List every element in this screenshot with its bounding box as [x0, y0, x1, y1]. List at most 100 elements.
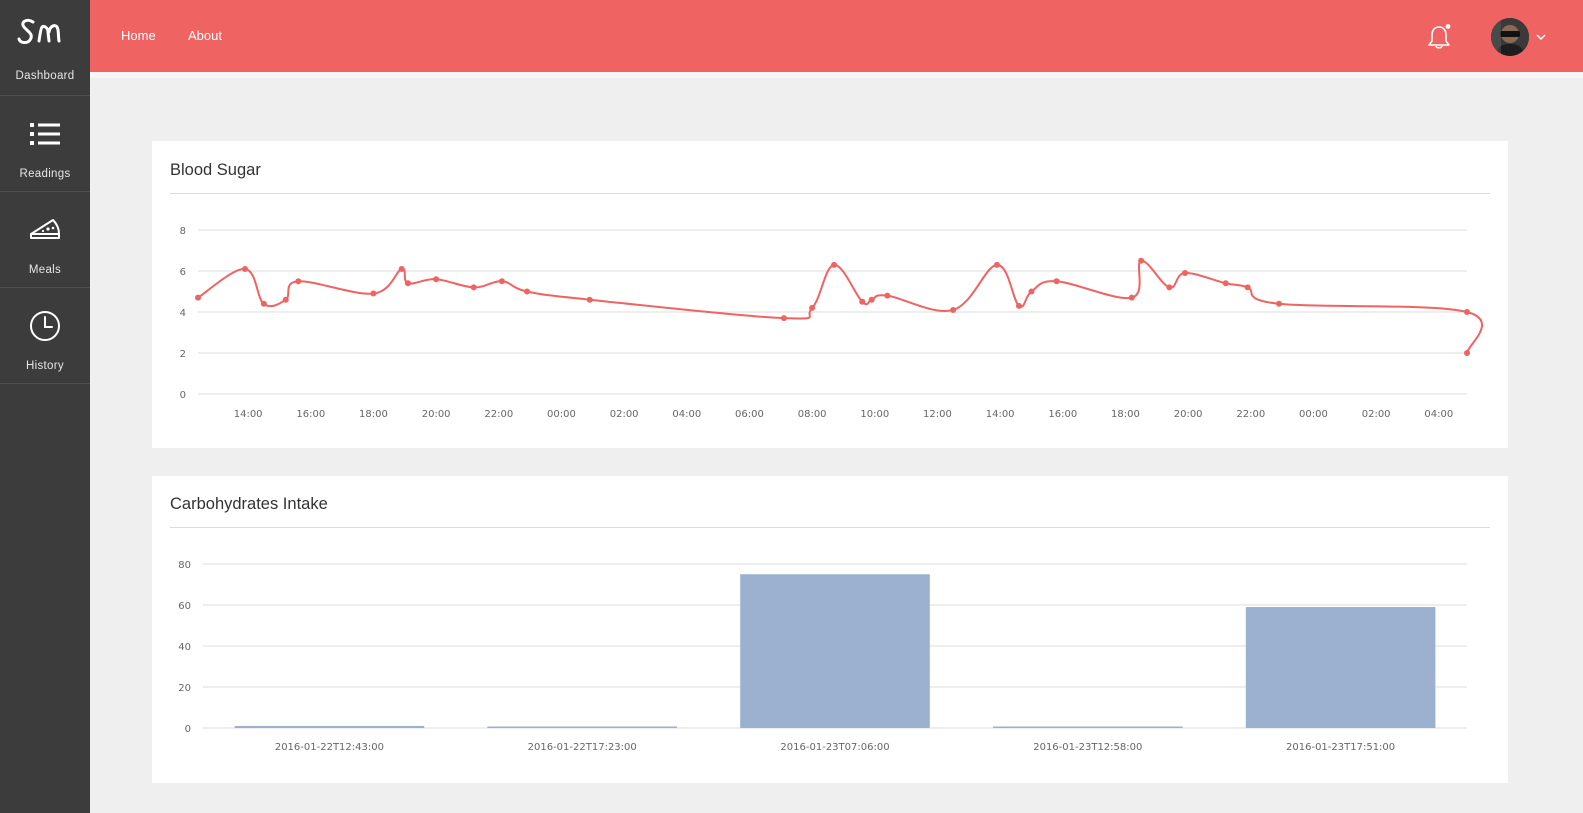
y-tick-label: 80 [178, 560, 191, 571]
data-point [884, 292, 891, 299]
x-tick-label: 12:00 [923, 409, 952, 420]
sidebar-item-label: Readings [19, 168, 71, 180]
x-tick-label: 06:00 [735, 409, 764, 420]
data-point [498, 278, 505, 285]
logo [0, 10, 90, 50]
data-point [994, 261, 1000, 268]
bar [1245, 607, 1436, 728]
carbs-card: Carbohydrates Intake 0 20 40 60 80 2016-01-22… [152, 476, 1508, 783]
x-tick-label: 20:00 [422, 409, 451, 420]
x-tick-label: 18:00 [359, 409, 388, 420]
data-point [295, 278, 302, 285]
x-tick-label: 10:00 [860, 409, 889, 420]
x-tick-label: 00:00 [1299, 409, 1328, 420]
data-point [586, 296, 593, 303]
x-tick-label: 2016-01-22T12:43:00 [275, 742, 384, 753]
pizza-slice-icon [30, 219, 60, 239]
data-point [809, 304, 816, 311]
data-point [780, 315, 787, 322]
x-tick-label: 16:00 [1048, 409, 1077, 420]
x-tick-label: 02:00 [610, 409, 639, 420]
data-point [370, 290, 377, 297]
data-point [404, 280, 411, 287]
x-tick-label: 2016-01-23T07:06:00 [780, 742, 889, 753]
data-point [1464, 309, 1470, 315]
sidebar-item-history[interactable]: History [0, 288, 90, 384]
bar [487, 726, 677, 728]
x-tick-label: 04:00 [1424, 409, 1453, 420]
data-point [868, 296, 875, 303]
data-point [433, 276, 440, 283]
data-point [195, 294, 201, 301]
x-tick-label: 22:00 [484, 409, 513, 420]
data-point [470, 284, 477, 291]
sidebar-item-dashboard[interactable]: Dashboard [0, 0, 90, 96]
card-divider [170, 527, 1490, 528]
card-title: Blood Sugar [170, 161, 261, 179]
data-point [1138, 257, 1145, 264]
x-tick-label: 02:00 [1362, 409, 1391, 420]
x-tick-label: 04:00 [672, 409, 701, 420]
x-tick-label: 14:00 [234, 409, 263, 420]
bell-icon[interactable] [1427, 24, 1451, 50]
x-tick-label: 14:00 [986, 409, 1015, 420]
x-tick-label: 20:00 [1174, 409, 1203, 420]
y-tick-label: 40 [178, 642, 191, 653]
y-tick-label: 20 [178, 683, 191, 694]
data-point [398, 265, 405, 272]
card-title: Carbohydrates Intake [170, 495, 328, 513]
data-point [1166, 284, 1173, 291]
y-tick-label: 8 [180, 226, 186, 237]
data-point [1276, 300, 1282, 307]
x-tick-label: 16:00 [296, 409, 325, 420]
sidebar-item-label: History [26, 360, 64, 372]
data-point [831, 261, 838, 268]
y-tick-label: 2 [180, 349, 186, 360]
data-point [1222, 280, 1229, 287]
x-tick-label: 00:00 [547, 409, 576, 420]
x-tick-label: 2016-01-23T17:51:00 [1286, 742, 1395, 753]
x-tick-label: 2016-01-23T12:58:00 [1033, 742, 1142, 753]
x-tick-label: 08:00 [798, 409, 827, 420]
data-point [260, 300, 267, 307]
data-point [242, 265, 248, 272]
bar [740, 574, 930, 728]
blood-sugar-chart: 0 2 4 6 8 14:00 16:00 18:00 20:00 22:00 00:00 02:00… [180, 226, 1483, 420]
y-tick-label: 60 [178, 601, 191, 612]
sidebar-item-meals[interactable]: Meals [0, 192, 90, 288]
carbs-chart: 0 20 40 60 80 2016-01-22T12:43:00 2016-01-22T1… [178, 560, 1467, 753]
sidebar-item-label: Dashboard [15, 70, 75, 82]
header-divider [90, 72, 1583, 78]
top-header [90, 0, 1583, 72]
bar [993, 726, 1183, 728]
blood-sugar-card: Blood Sugar 0 2 4 6 8 14:00 16:00 18:00 20:00 22:… [152, 141, 1508, 448]
chevron-down-icon[interactable] [1535, 32, 1547, 42]
data-point [950, 306, 957, 313]
card-divider [170, 193, 1490, 194]
x-tick-label: 2016-01-22T17:23:00 [528, 742, 637, 753]
x-tick-label: 18:00 [1111, 409, 1140, 420]
y-tick-label: 4 [180, 308, 186, 319]
y-tick-label: 0 [180, 390, 186, 401]
data-point [1128, 294, 1135, 301]
sidebar-item-label: Meals [28, 264, 62, 276]
data-point [1464, 350, 1470, 356]
sidebar-item-readings[interactable]: Readings [0, 96, 90, 192]
avatar[interactable] [1491, 18, 1529, 56]
nav-home-link[interactable]: Home [121, 28, 156, 43]
x-tick-label: 22:00 [1236, 409, 1265, 420]
sidebar: Dashboard Readings Meals History [0, 0, 90, 813]
clock-icon [30, 311, 60, 341]
data-point [1182, 270, 1188, 277]
data-point [859, 298, 866, 305]
series-line [197, 259, 1483, 354]
y-tick-label: 6 [180, 267, 186, 278]
data-point [1244, 284, 1251, 291]
data-point [282, 296, 289, 303]
data-point [1053, 278, 1060, 285]
data-point [1028, 288, 1035, 295]
list-icon [30, 123, 60, 145]
bar [234, 725, 425, 728]
data-point [1015, 302, 1022, 309]
nav-about-link[interactable]: About [188, 28, 222, 43]
